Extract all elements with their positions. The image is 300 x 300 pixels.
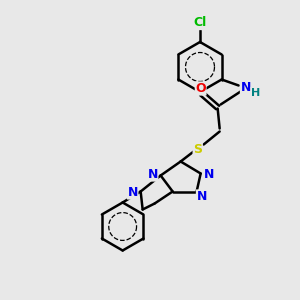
Text: N: N: [241, 81, 251, 94]
Text: N: N: [128, 186, 138, 199]
Text: S: S: [193, 143, 202, 156]
Text: Cl: Cl: [194, 16, 207, 29]
Text: N: N: [196, 190, 207, 203]
Text: N: N: [203, 168, 214, 181]
Text: H: H: [251, 88, 260, 98]
Text: N: N: [148, 168, 158, 181]
Text: O: O: [195, 82, 206, 95]
